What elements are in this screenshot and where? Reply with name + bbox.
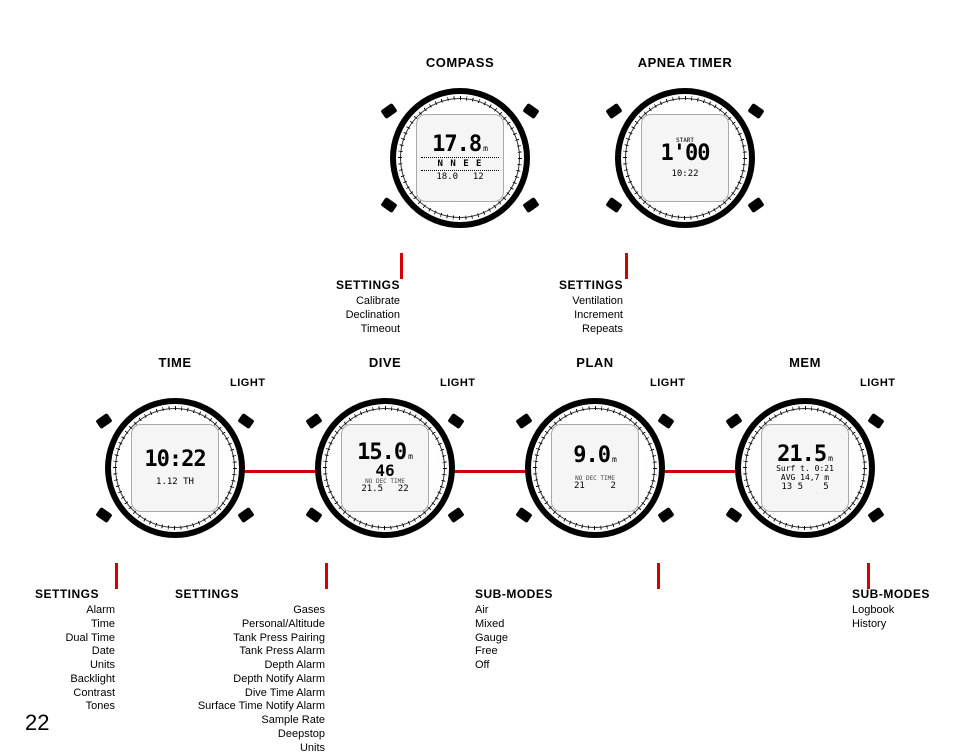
connector-plan-mem — [660, 470, 740, 473]
title-compass: COMPASS — [390, 55, 530, 70]
group-dive: DIVE LIGHT 15.0m 46 NO DEC TIME 21.5 22 — [315, 355, 455, 538]
title-apnea: APNEA TIMER — [615, 55, 755, 70]
marker-dive — [325, 563, 328, 589]
settings-apnea: SETTINGS Ventilation Increment Repeats — [523, 278, 623, 336]
watch-compass: 17.8m N N E E 18.0 12 — [390, 88, 530, 228]
settings-dive: SETTINGS Gases Personal/Altitude Tank Pr… — [175, 587, 325, 755]
lcd-plan: 9.0m NO DEC TIME 21 2 — [551, 424, 639, 512]
light-dive: LIGHT — [440, 377, 476, 389]
connector-dive-plan — [450, 470, 530, 473]
title-mem: MEM — [735, 355, 875, 370]
watch-mem: 21.5m Surf t. 0:21 AVG 14,7 m 13 5 5 — [735, 398, 875, 538]
light-mem: LIGHT — [860, 377, 896, 389]
title-plan: PLAN — [525, 355, 665, 370]
marker-apnea — [625, 253, 628, 279]
title-time: TIME — [105, 355, 245, 370]
lcd-apnea: START 1'00 10:22 — [641, 114, 729, 202]
lcd-time: 10:22 1.12 TH — [131, 424, 219, 512]
marker-plan — [657, 563, 660, 589]
watch-time: 10:22 1.12 TH — [105, 398, 245, 538]
group-mem: MEM LIGHT 21.5m Surf t. 0:21 AVG 14,7 m … — [735, 355, 875, 538]
marker-time — [115, 563, 118, 589]
settings-time: SETTINGS Alarm Time Dual Time Date Units… — [35, 587, 115, 714]
lcd-compass: 17.8m N N E E 18.0 12 — [416, 114, 504, 202]
marker-mem — [867, 563, 870, 589]
marker-compass — [400, 253, 403, 279]
lcd-mem: 21.5m Surf t. 0:21 AVG 14,7 m 13 5 5 — [761, 424, 849, 512]
submodes-mem: SUB-MODES Logbook History — [852, 587, 932, 632]
settings-compass: SETTINGS Calibrate Declination Timeout — [300, 278, 400, 336]
group-compass: COMPASS 17.8m N N E E 18.0 12 — [390, 55, 530, 228]
group-apnea: APNEA TIMER START 1'00 10:22 — [615, 55, 755, 228]
watch-dive: 15.0m 46 NO DEC TIME 21.5 22 — [315, 398, 455, 538]
submodes-plan: SUB-MODES Air Mixed Gauge Free Off — [475, 587, 565, 673]
title-dive: DIVE — [315, 355, 455, 370]
watch-apnea: START 1'00 10:22 — [615, 88, 755, 228]
light-plan: LIGHT — [650, 377, 686, 389]
light-time: LIGHT — [230, 377, 266, 389]
lcd-dive: 15.0m 46 NO DEC TIME 21.5 22 — [341, 424, 429, 512]
group-plan: PLAN LIGHT 9.0m NO DEC TIME 21 2 — [525, 355, 665, 538]
watch-plan: 9.0m NO DEC TIME 21 2 — [525, 398, 665, 538]
page-number: 22 — [25, 710, 49, 736]
connector-time-dive — [240, 470, 320, 473]
group-time: TIME LIGHT 10:22 1.12 TH — [105, 355, 245, 538]
